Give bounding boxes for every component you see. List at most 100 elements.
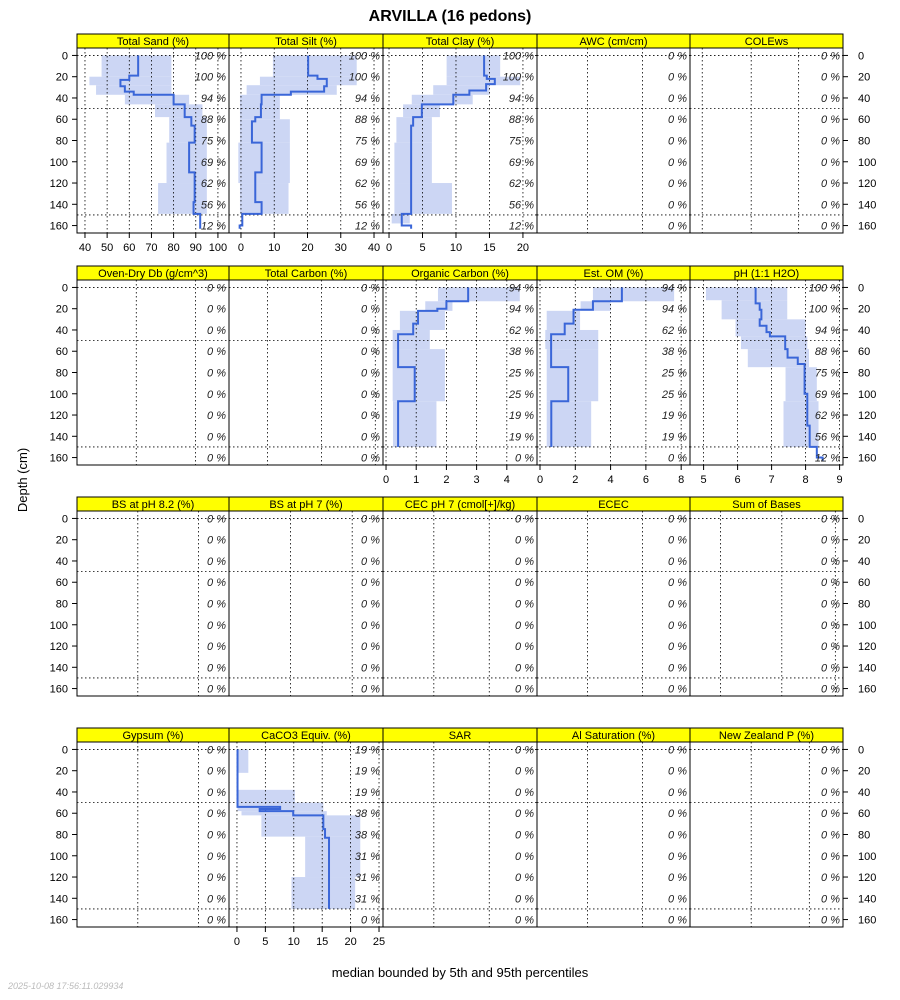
data-coverage-label: 0 %	[668, 50, 687, 62]
y-tick-label: 160	[858, 684, 876, 696]
data-coverage-label: 0 %	[821, 808, 840, 820]
data-coverage-label: 0 %	[668, 830, 687, 842]
x-tick-label: 2	[572, 474, 578, 486]
percentile-band-segment	[425, 301, 453, 311]
median-line	[397, 287, 470, 447]
y-tick-label: 40	[858, 93, 870, 105]
y-tick-label: 120	[50, 178, 68, 190]
panel-bs-at-ph-8-2: BS at pH 8.2 (%) 0 % 0 % 0 % 0 % 0 % 0 % 0 % 0 %…	[50, 496, 230, 697]
percentile-band-segment	[101, 55, 172, 77]
y-tick-label: 160	[50, 684, 68, 696]
percentile-band-segment	[546, 349, 599, 402]
y-tick-label: 40	[56, 787, 68, 799]
x-tick-label: 1	[413, 474, 419, 486]
data-coverage-label: 0 %	[361, 304, 380, 316]
panel-plot-area	[537, 48, 690, 233]
data-coverage-label: 0 %	[361, 325, 380, 337]
data-coverage-label: 69 %	[509, 157, 534, 169]
data-coverage-label: 0 %	[361, 410, 380, 422]
data-coverage-label: 0 %	[668, 93, 687, 105]
x-tick-label: 9	[837, 474, 843, 486]
panel-strip-label: CEC pH 7 (cmol[+]/kg)	[405, 499, 515, 511]
data-coverage-label: 38 %	[355, 808, 380, 820]
data-coverage-label: 19 %	[355, 787, 380, 799]
y-tick-label: 140	[858, 199, 876, 211]
y-tick-label: 100	[50, 157, 68, 169]
y-tick-label: 120	[858, 410, 876, 422]
data-coverage-label: 0 %	[207, 368, 226, 380]
data-coverage-label: 0 %	[821, 915, 840, 927]
y-tick-label: 80	[858, 599, 870, 611]
data-coverage-label: 31 %	[355, 872, 380, 884]
y-tick-label: 160	[858, 453, 876, 465]
data-coverage-label: 0 %	[207, 513, 226, 525]
data-coverage-label: 94 %	[509, 304, 534, 316]
data-coverage-label: 0 %	[361, 556, 380, 568]
data-coverage-label: 31 %	[355, 893, 380, 905]
percentile-band-segment	[241, 811, 327, 816]
panel-strip-label: BS at pH 7 (%)	[269, 499, 342, 511]
data-coverage-label: 0 %	[207, 556, 226, 568]
data-coverage-label: 38 %	[509, 346, 534, 358]
percentile-band-segment	[259, 76, 357, 86]
data-coverage-label: 100 %	[809, 282, 840, 294]
x-axis-label: median bounded by 5th and 95th percentil…	[332, 965, 589, 980]
data-coverage-label: 56 %	[815, 431, 840, 443]
chart-title: ARVILLA (16 pedons)	[369, 8, 532, 25]
percentile-band-segment	[392, 349, 445, 402]
data-coverage-label: 19 %	[509, 431, 534, 443]
panel-plot-area	[383, 280, 537, 465]
data-coverage-label: 0 %	[207, 410, 226, 422]
percentile-band-segment	[158, 183, 207, 214]
timestamp-footer: 2025-10-08 17:56:11.029934	[7, 981, 123, 991]
x-tick-label: 5	[701, 474, 707, 486]
data-coverage-label: 25 %	[508, 368, 534, 380]
data-coverage-label: 19 %	[355, 766, 380, 778]
data-coverage-label: 0 %	[821, 199, 840, 211]
y-tick-label: 20	[56, 304, 68, 316]
data-coverage-label: 0 %	[821, 599, 840, 611]
data-coverage-label: 0 %	[361, 599, 380, 611]
y-tick-label: 40	[858, 787, 870, 799]
panel-plot-area	[77, 742, 229, 927]
data-coverage-label: 0 %	[207, 851, 226, 863]
data-coverage-label: 12 %	[201, 221, 226, 233]
x-tick-label: 0	[537, 474, 543, 486]
data-coverage-label: 0 %	[668, 453, 687, 465]
data-coverage-label: 0 %	[207, 915, 226, 927]
y-tick-label: 60	[858, 114, 870, 126]
data-coverage-label: 0 %	[821, 662, 840, 674]
y-tick-label: 0	[858, 50, 864, 62]
y-tick-label: 80	[56, 830, 68, 842]
data-coverage-label: 0 %	[361, 620, 380, 632]
data-coverage-label: 75 %	[201, 136, 226, 148]
data-coverage-label: 12 %	[355, 221, 380, 233]
data-coverage-label: 0 %	[515, 808, 534, 820]
data-coverage-label: 19 %	[509, 410, 534, 422]
data-coverage-label: 0 %	[668, 535, 687, 547]
data-coverage-label: 0 %	[361, 431, 380, 443]
data-coverage-label: 62 %	[201, 178, 226, 190]
data-coverage-label: 19 %	[355, 744, 380, 756]
data-coverage-label: 0 %	[821, 178, 840, 190]
data-coverage-label: 88 %	[509, 114, 534, 126]
data-coverage-label: 0 %	[668, 556, 687, 568]
y-tick-label: 60	[56, 808, 68, 820]
data-coverage-label: 0 %	[668, 114, 687, 126]
y-tick-label: 140	[858, 893, 876, 905]
panel-frame	[382, 510, 538, 697]
data-coverage-label: 75 %	[815, 368, 840, 380]
y-tick-label: 20	[56, 766, 68, 778]
percentile-band-segment	[246, 85, 337, 95]
y-tick-label: 0	[858, 282, 864, 294]
panel-strip-label: CaCO3 Equiv. (%)	[261, 730, 351, 742]
data-coverage-label: 0 %	[207, 325, 226, 337]
y-tick-label: 120	[50, 641, 68, 653]
data-coverage-label: 0 %	[821, 221, 840, 233]
y-tick-label: 140	[50, 893, 68, 905]
percentile-band-segment	[89, 76, 172, 86]
percentile-band-segment	[399, 310, 445, 330]
x-tick-label: 4	[608, 474, 614, 486]
data-coverage-label: 0 %	[821, 893, 840, 905]
